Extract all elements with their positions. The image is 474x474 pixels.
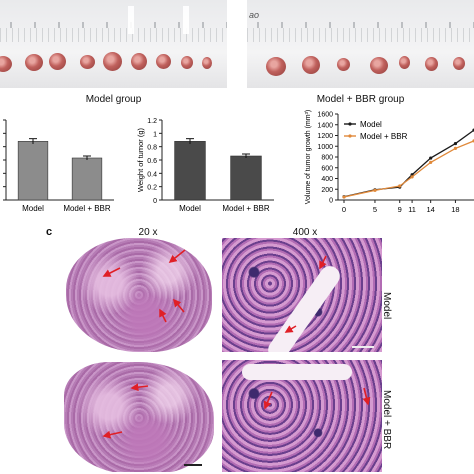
tumor xyxy=(266,57,286,76)
y-tick-label: 1 xyxy=(153,131,157,138)
data-point xyxy=(429,160,433,164)
tumor xyxy=(181,56,193,69)
x-tick-label: Model xyxy=(179,204,201,213)
tumor xyxy=(49,53,66,70)
red-arrow xyxy=(130,383,149,392)
tumor xyxy=(131,53,147,70)
bar-chart-weight: 0 0.2 0.4 0.6 0.8 1 1.2 Model Model + BBR Weight … xyxy=(136,118,274,213)
red-arrow xyxy=(284,325,297,333)
scale-bar xyxy=(352,346,374,348)
x-tick-label: 5 xyxy=(373,205,377,214)
y-tick-label: 800 xyxy=(321,155,333,162)
caption-bbr-group: Model + BBR group xyxy=(316,94,405,105)
data-point xyxy=(342,195,346,199)
scale-bar xyxy=(184,464,202,466)
line-chart-volume: 0 200 400 600 800 1000 1200 1400 1600 0 5 9 11 14 18 Vo… xyxy=(305,110,474,214)
red-arrow xyxy=(362,387,371,406)
data-point xyxy=(398,184,402,188)
he-low-bbr xyxy=(64,360,214,472)
tumor xyxy=(103,52,122,71)
bar xyxy=(230,155,262,201)
ruler-numbers xyxy=(0,22,227,28)
ruler xyxy=(0,28,227,42)
y-axis-label: Weight of tumor (g) xyxy=(136,127,145,192)
red-arrow xyxy=(102,430,123,439)
red-arrow xyxy=(172,298,185,313)
red-arrow xyxy=(168,249,186,263)
bar xyxy=(174,141,206,201)
data-point xyxy=(453,141,458,146)
tissue-section xyxy=(64,362,214,472)
x-tick-label: Model xyxy=(22,204,44,213)
photo-model-group xyxy=(0,0,227,88)
light-reflection xyxy=(128,6,134,34)
x-tick-label: 0 xyxy=(342,205,346,214)
he-high-model xyxy=(222,238,382,352)
photo-corner-text: ao xyxy=(249,10,260,20)
legend-marker xyxy=(348,122,352,126)
x-tick-label: 14 xyxy=(426,205,434,214)
ruler-numbers xyxy=(247,22,474,28)
y-tick-label: 0.2 xyxy=(147,185,157,192)
x-tick-label: 18 xyxy=(451,205,459,214)
y-tick-label: 1.2 xyxy=(147,118,157,125)
red-arrow xyxy=(159,308,167,323)
y-tick-label: 200 xyxy=(321,187,333,194)
y-tick-label: 1200 xyxy=(317,133,333,140)
legend-label: Model xyxy=(360,120,382,129)
he-low-model xyxy=(64,238,214,352)
y-tick-label: 1400 xyxy=(317,122,333,129)
tumor xyxy=(399,56,410,69)
caption-model-group: Model group xyxy=(85,94,142,105)
tumor xyxy=(425,57,438,71)
tissue-section xyxy=(66,238,212,352)
x-tick-label: Model + BBR xyxy=(63,204,111,213)
y-tick-label: 600 xyxy=(321,165,333,172)
tumor xyxy=(337,58,350,71)
legend-marker xyxy=(348,134,352,138)
data-point xyxy=(410,175,414,179)
ruler xyxy=(247,28,474,42)
y-tick-label: 0 xyxy=(153,198,157,205)
he-high-bbr xyxy=(222,360,382,472)
y-tick-label: 1000 xyxy=(317,144,333,151)
data-point xyxy=(429,156,433,160)
x-tick-label: 11 xyxy=(408,205,416,214)
tumor xyxy=(80,55,95,69)
y-tick-label: 1600 xyxy=(317,112,333,119)
tumor xyxy=(453,57,465,70)
panel-letter-c: c xyxy=(46,226,53,238)
x-tick-label: Model + BBR xyxy=(222,204,270,213)
data-point xyxy=(373,188,377,192)
y-tick-label: 0 xyxy=(329,198,333,205)
magnification-high-label: 400 x xyxy=(292,227,318,238)
red-arrow xyxy=(102,267,121,277)
light-reflection xyxy=(183,6,189,34)
red-arrow xyxy=(319,255,327,270)
x-tick-label: 9 xyxy=(398,205,402,214)
red-arrow xyxy=(263,391,273,410)
y-axis-label: Volume of tumor growth (mm³) xyxy=(305,110,312,205)
y-tick-label: 0.6 xyxy=(147,158,157,165)
legend-label: Model + BBR xyxy=(360,132,408,141)
y-tick-label: 400 xyxy=(321,176,333,183)
data-point xyxy=(453,146,458,150)
photo-bbr-group: ao xyxy=(247,0,474,88)
magnification-low-label: 20 x xyxy=(138,227,158,238)
tumor xyxy=(302,56,320,74)
tumor xyxy=(156,54,171,69)
bar xyxy=(17,141,49,201)
tumor xyxy=(25,54,43,71)
tumor xyxy=(0,56,12,72)
tumor xyxy=(202,57,212,69)
bar xyxy=(71,157,103,201)
vessel-lumen xyxy=(242,364,352,380)
y-tick-label: 0.8 xyxy=(147,145,157,152)
bar-chart-1: Model Model + BBR xyxy=(3,119,114,213)
y-tick-label: 0.4 xyxy=(147,171,157,178)
tumor xyxy=(370,57,388,74)
